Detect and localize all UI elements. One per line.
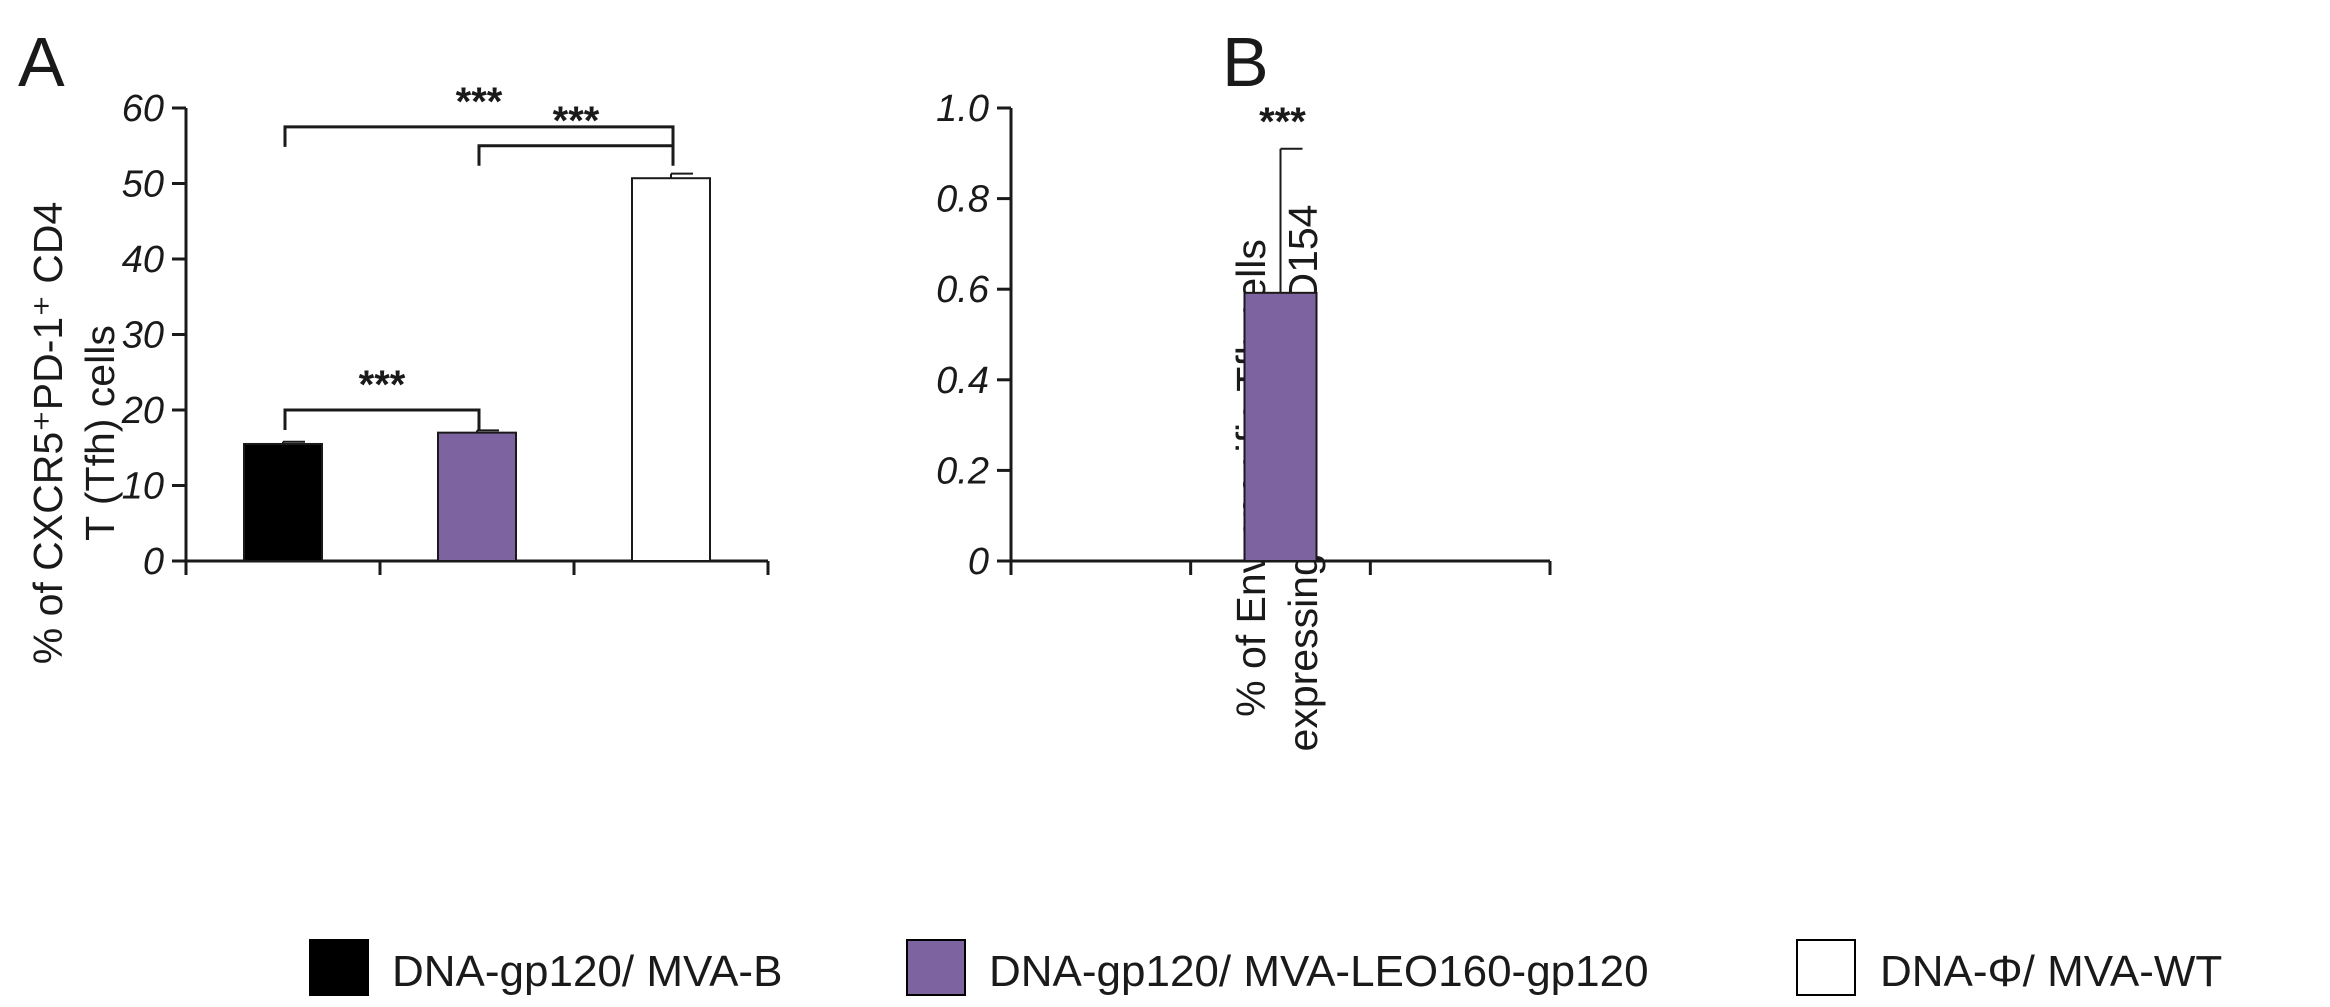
legend-label-mva-b: DNA-gp120/ MVA-B: [392, 947, 782, 996]
legend-label-mva-wt: DNA-Φ/ MVA-WT: [1880, 947, 2222, 996]
panel-a-letter: A: [18, 23, 65, 101]
panel-a-y-tick-label: 50: [122, 164, 164, 206]
panel-b-bar-mva-leo160: [1243, 291, 1318, 562]
panel-b-y-tick-label: 0: [968, 541, 989, 583]
panel-b-y-tick-label: 0.2: [936, 450, 989, 492]
panel-b: B % of Env-specific Tfh cells expressing…: [936, 23, 1552, 751]
panel-b-letter: B: [1222, 23, 1269, 101]
panel-a-y-tick-label: 40: [122, 239, 164, 281]
legend-swatch-mva-leo160: [906, 939, 966, 996]
panel-a-ylabel-line1: % of CXCR5⁺PD-1⁺ CD4: [25, 202, 71, 665]
panel-a-y-tick-label: 20: [121, 390, 164, 432]
panel-b-plot: 0 0.2 0.4 0.6 0.8 1.0 ***: [936, 88, 1552, 583]
panel-a-sig-bracket-2: [283, 408, 481, 430]
panel-a-sig-label-1: ***: [553, 99, 600, 143]
legend-swatch-mva-wt: [1796, 939, 1856, 996]
legend: DNA-gp120/ MVA-B DNA-gp120/ MVA-LEO160-g…: [309, 939, 2222, 996]
panel-a-bar-mva-leo160: [437, 431, 517, 562]
panel-a-sig-label-0: ***: [456, 80, 503, 124]
panel-a-y-tick-label: 0: [143, 541, 164, 583]
panel-b-y-tick-label: 1.0: [936, 88, 989, 130]
legend-swatch-mva-b: [309, 939, 369, 996]
panel-a-y-tick-label: 10: [122, 466, 164, 508]
legend-label-mva-leo160: DNA-gp120/ MVA-LEO160-gp120: [989, 947, 1649, 996]
panel-a-bar-mva-b: [243, 442, 323, 563]
panel-b-y-tick-label: 0.4: [936, 360, 989, 402]
panel-b-y-tick-label: 0.8: [936, 179, 989, 221]
panel-b-bar-annotation: ***: [1259, 100, 1306, 144]
panel-a-ylabel-line2: T (Tfh) cells: [77, 325, 123, 541]
panel-a-sig-bracket-0: [283, 125, 675, 147]
panel-a-sig-bracket-1: [477, 144, 675, 166]
panel-b-y-tick-label: 0.6: [936, 269, 990, 311]
panel-a-y-tick-label: 30: [122, 315, 164, 357]
panel-a-sig-label-2: ***: [359, 363, 406, 407]
panel-a-y-tick-label: 60: [122, 88, 164, 130]
panel-a-bar-mva-wt: [631, 177, 711, 562]
panel-a-plot: 0 10 20 30 40 50 60 *** *** ***: [121, 80, 770, 583]
panel-a: A % of CXCR5⁺PD-1⁺ CD4 T (Tfh) cells 0 10…: [18, 23, 770, 665]
